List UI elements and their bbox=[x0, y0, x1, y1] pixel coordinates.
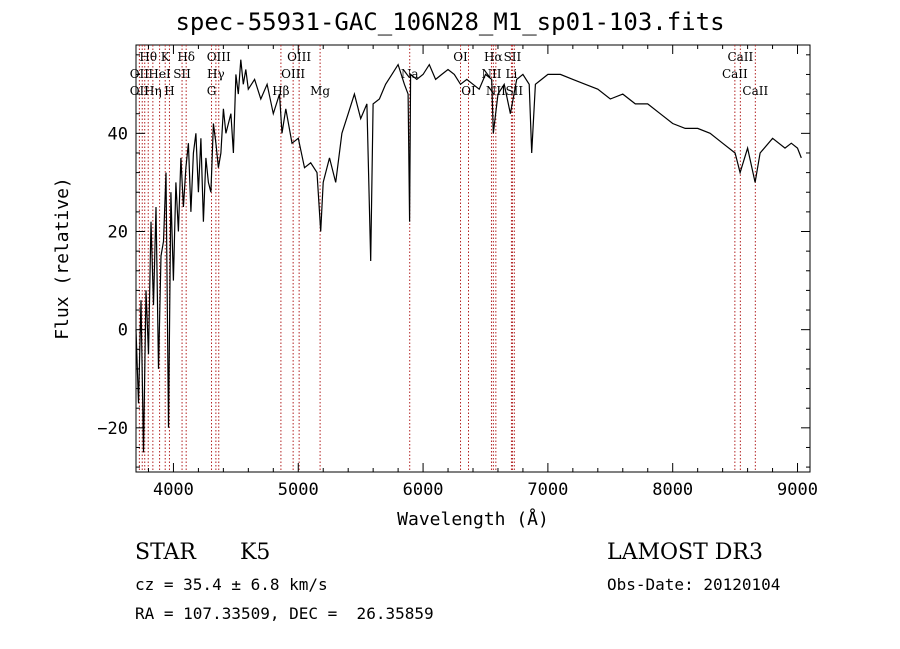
x-tick-label: 4000 bbox=[153, 480, 194, 500]
line-annotation: OI bbox=[453, 50, 468, 64]
line-annotation: Hγ bbox=[207, 67, 225, 81]
line-annotation: K bbox=[161, 50, 171, 64]
line-annotation: Hδ bbox=[177, 50, 195, 64]
line-annotation: OI bbox=[461, 84, 476, 98]
chart-title: spec-55931-GAC_106N28_M1_sp01-103.fits bbox=[175, 8, 725, 36]
plot-frame bbox=[135, 44, 811, 473]
line-annotation: HeI bbox=[148, 67, 171, 81]
line-annotation: CaII bbox=[727, 50, 753, 64]
x-axis-label: Wavelength (Å) bbox=[397, 508, 549, 530]
spectrum-line bbox=[135, 59, 802, 453]
line-annotation: Hη bbox=[144, 84, 162, 98]
x-tick-label: 9000 bbox=[777, 480, 818, 500]
x-tick-label: 7000 bbox=[527, 480, 568, 500]
line-annotation: CaII bbox=[722, 67, 748, 81]
line-annotation: Hθ bbox=[139, 50, 157, 64]
line-annotation: NII bbox=[486, 84, 506, 98]
line-annotation: OIII bbox=[287, 50, 311, 64]
y-tick-label: 0 bbox=[118, 321, 128, 341]
line-annotation: Hβ bbox=[272, 84, 289, 98]
coordinates: RA = 107.33509, DEC = 26.35859 bbox=[135, 604, 434, 623]
line-annotation: OIII bbox=[207, 50, 231, 64]
line-annotation: H bbox=[164, 84, 174, 98]
line-annotation: OIII bbox=[281, 67, 305, 81]
line-annotation: OII bbox=[130, 67, 150, 81]
line-annotation: SII bbox=[504, 50, 522, 64]
line-annotation: G bbox=[207, 84, 217, 98]
y-tick-label: −20 bbox=[97, 419, 128, 439]
line-annotation: Li bbox=[506, 67, 518, 81]
survey-name: LAMOST DR3 bbox=[607, 540, 763, 565]
x-tick-label: 5000 bbox=[278, 480, 319, 500]
y-tick-label: 20 bbox=[108, 223, 128, 243]
line-annotation: Hα bbox=[484, 50, 503, 64]
redshift-velocity: cz = 35.4 ± 6.8 km/s bbox=[135, 575, 328, 594]
line-annotation: NII bbox=[481, 67, 501, 81]
line-annotation: Na bbox=[401, 67, 419, 81]
x-tick-label: 6000 bbox=[403, 480, 444, 500]
y-axis-label: Flux (relative) bbox=[52, 177, 73, 340]
line-annotation: Mg bbox=[310, 84, 330, 98]
observation-date: Obs-Date: 20120104 bbox=[607, 575, 781, 594]
object-type: STAR bbox=[135, 540, 196, 565]
line-annotation: CaII bbox=[742, 84, 768, 98]
x-tick-label: 8000 bbox=[652, 480, 693, 500]
line-annotation: OII bbox=[130, 84, 150, 98]
spectral-class: K5 bbox=[240, 540, 271, 565]
line-annotation: SII bbox=[173, 67, 191, 81]
line-annotation: SII bbox=[505, 84, 523, 98]
y-tick-label: 40 bbox=[108, 124, 128, 144]
